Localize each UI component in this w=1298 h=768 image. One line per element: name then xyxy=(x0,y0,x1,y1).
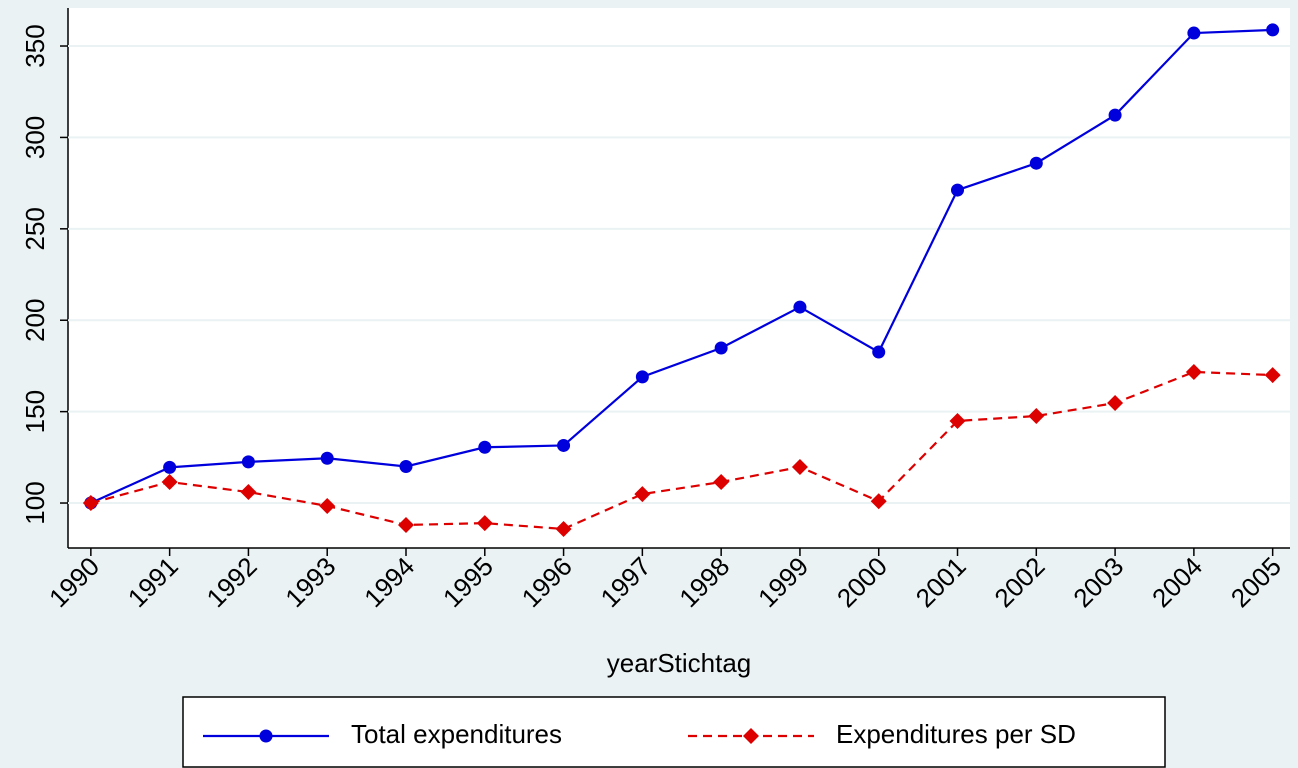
marker xyxy=(635,370,649,384)
series-line xyxy=(90,370,1273,531)
x-tick-label: 1992 xyxy=(201,551,263,613)
marker xyxy=(478,440,492,454)
x-tick-label: 1994 xyxy=(358,551,420,613)
legend-marker xyxy=(259,729,273,743)
marker xyxy=(713,474,730,491)
marker xyxy=(398,516,414,533)
marker xyxy=(161,474,178,491)
marker xyxy=(793,300,807,314)
series-line xyxy=(90,28,1273,505)
x-tick-label: 1999 xyxy=(752,551,814,613)
x-tick-label: 1995 xyxy=(437,551,499,613)
marker xyxy=(1029,156,1043,170)
marker xyxy=(476,515,493,532)
marker xyxy=(241,455,255,469)
x-tick-label: 1997 xyxy=(594,551,656,613)
marker xyxy=(872,345,886,359)
marker xyxy=(1187,26,1201,40)
marker xyxy=(1108,108,1122,122)
x-tick-label: 2005 xyxy=(1225,551,1287,613)
legend-marker xyxy=(743,728,759,744)
marker xyxy=(82,495,99,512)
marker xyxy=(791,459,808,476)
legend xyxy=(182,696,1166,768)
marker xyxy=(714,341,728,355)
y-tick-label: 250 xyxy=(20,207,50,250)
x-tick-label: 2002 xyxy=(988,551,1050,613)
marker xyxy=(634,486,651,503)
y-tick-label: 350 xyxy=(20,24,50,67)
marker xyxy=(319,497,336,514)
y-tick-label: 100 xyxy=(20,481,50,524)
marker xyxy=(870,493,887,510)
marker xyxy=(163,460,177,474)
x-tick-label: 2000 xyxy=(831,551,893,613)
x-tick-label: 2003 xyxy=(1067,551,1129,613)
y-tick-label: 300 xyxy=(20,116,50,159)
legend-label: Total expenditures xyxy=(351,719,562,749)
marker xyxy=(557,438,571,452)
y-tick-label: 150 xyxy=(20,390,50,433)
x-tick-label: 2004 xyxy=(1146,551,1208,613)
marker xyxy=(1028,408,1045,425)
marker xyxy=(399,459,413,473)
x-tick-label: 1990 xyxy=(43,551,105,613)
marker xyxy=(1107,395,1124,412)
x-tick-label: 1998 xyxy=(673,551,735,613)
marker xyxy=(320,451,334,465)
x-tick-label: 1993 xyxy=(279,551,341,613)
plot-area xyxy=(68,8,1290,548)
y-tick-label: 200 xyxy=(20,299,50,342)
x-tick-label: 2001 xyxy=(910,551,972,613)
x-tick-label: 1991 xyxy=(122,551,184,613)
marker xyxy=(555,520,572,537)
marker xyxy=(1266,23,1280,37)
legend-label: Expenditures per SD xyxy=(836,719,1076,749)
marker xyxy=(951,183,965,197)
x-axis-label: yearStichtag xyxy=(607,648,752,678)
marker xyxy=(1185,363,1202,380)
x-tick-label: 1996 xyxy=(516,551,578,613)
marker xyxy=(1264,367,1281,384)
marker xyxy=(240,484,257,501)
marker xyxy=(949,412,966,429)
